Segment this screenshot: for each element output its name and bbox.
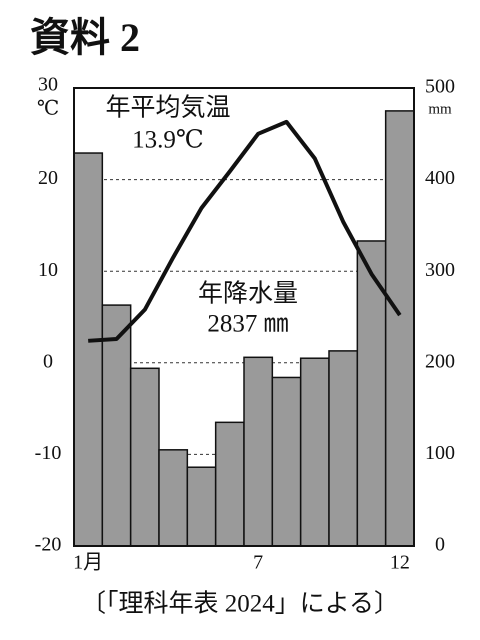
heading: 資料 2: [30, 15, 140, 60]
bar: [186, 466, 217, 547]
plot-frame: [73, 87, 415, 547]
y2-tick-label: 100: [425, 442, 455, 464]
y2-tick-label: 400: [425, 167, 455, 189]
y-tick-label: -10: [35, 442, 62, 464]
temperature-line: [88, 119, 402, 343]
bar: [214, 421, 245, 547]
y2-tick-label: 300: [425, 259, 455, 281]
x-tick-label: 7: [253, 552, 263, 574]
annotation: 13.9℃: [132, 127, 204, 154]
source: 〔「理科年表 2024」による〕: [81, 590, 399, 618]
annotation: 2837 ㎜: [207, 311, 288, 338]
y2-unit: mm: [428, 101, 452, 117]
y-tick-label: 20: [38, 167, 58, 189]
bar: [158, 449, 189, 547]
y2-tick-label: 200: [425, 350, 455, 372]
bar: [73, 152, 104, 547]
bar: [243, 356, 274, 547]
x-tick-label: 1月: [73, 552, 103, 574]
y-tick-label: 30: [38, 74, 58, 96]
bar: [271, 376, 302, 547]
bar: [384, 110, 415, 547]
annotation: 年降水量: [198, 280, 298, 308]
y-tick-label: 0: [43, 350, 53, 372]
bar: [328, 350, 359, 547]
y2-tick-label: 0: [435, 534, 445, 556]
bar: [299, 357, 330, 547]
x-tick-label: 12: [390, 552, 410, 574]
y2-tick-label: 500: [425, 76, 455, 98]
annotation: 年平均気温: [105, 94, 230, 122]
y-unit: ℃: [37, 98, 59, 120]
y-tick-label: -20: [35, 534, 62, 556]
y-tick-label: 10: [38, 259, 58, 281]
bar: [129, 367, 160, 547]
plot: [73, 87, 415, 547]
